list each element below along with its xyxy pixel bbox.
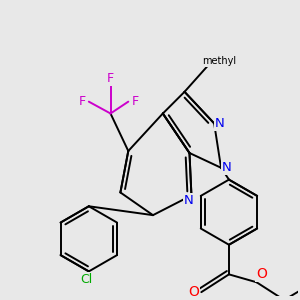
- Text: N: N: [222, 161, 232, 174]
- Text: methyl: methyl: [202, 56, 236, 66]
- Text: F: F: [78, 95, 85, 108]
- Text: Cl: Cl: [81, 273, 93, 286]
- Text: O: O: [256, 267, 267, 281]
- Text: O: O: [188, 285, 199, 299]
- Text: F: F: [132, 95, 139, 108]
- Text: N: N: [184, 194, 194, 207]
- Text: F: F: [107, 73, 114, 85]
- Text: N: N: [215, 117, 225, 130]
